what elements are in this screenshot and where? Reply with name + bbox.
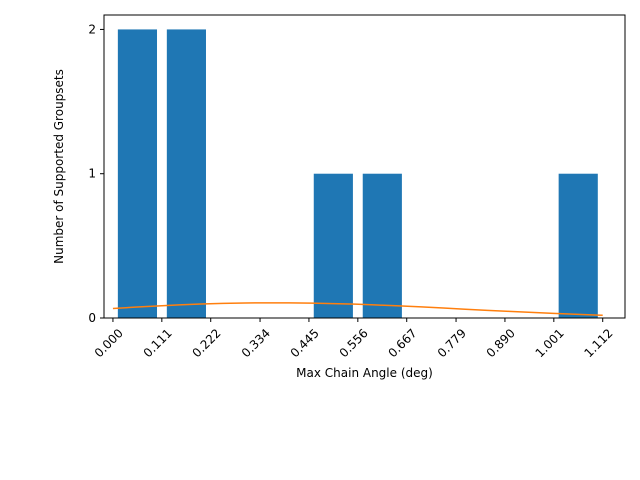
bars-group — [117, 29, 598, 319]
x-axis-label: Max Chain Angle (deg) — [296, 366, 433, 380]
curve-group — [112, 302, 603, 317]
bar-3 — [362, 173, 402, 318]
plot-frame — [103, 14, 626, 319]
y-tick-label-1: 1 — [88, 167, 96, 181]
y-tick-label-2: 2 — [88, 22, 96, 36]
y-tick-label-0: 0 — [88, 311, 96, 325]
bar-2 — [313, 173, 353, 318]
bar-0 — [117, 29, 158, 319]
density-curve — [112, 302, 603, 317]
bar-1 — [166, 29, 206, 319]
y-axis: 0 1 2 — [88, 22, 104, 325]
bar-4 — [558, 173, 598, 318]
y-axis-label: Number of Supported Groupsets — [52, 69, 66, 264]
